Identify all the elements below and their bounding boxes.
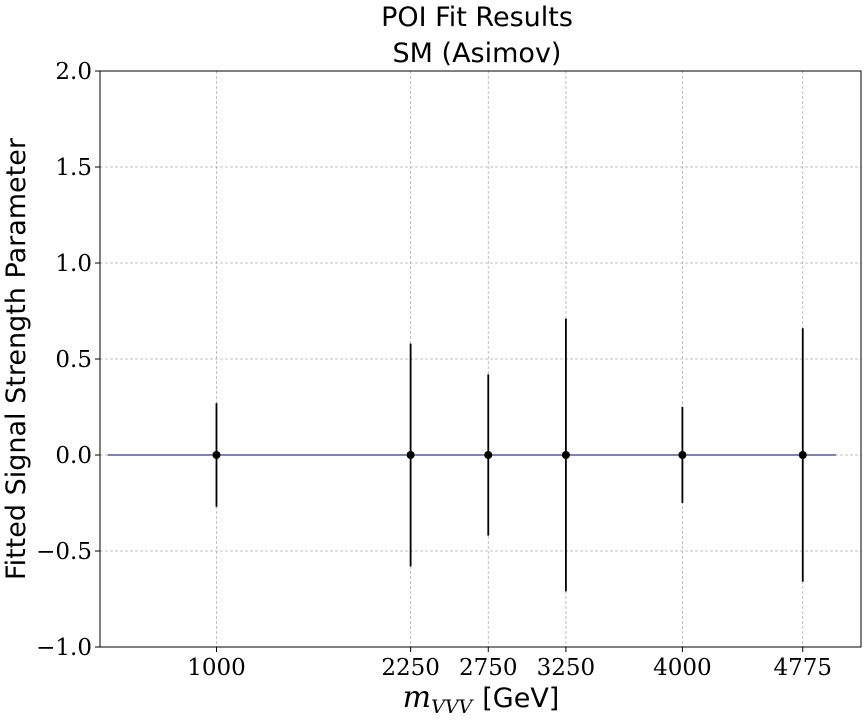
x-tick-label: 3250	[537, 655, 596, 681]
x-axis-label: mVVV [GeV]	[403, 680, 560, 718]
y-axis-label: Fitted Signal Strength Parameter	[1, 137, 32, 580]
x-axis-label-subscript: VVV	[431, 696, 474, 718]
x-tick-label: 2250	[381, 655, 440, 681]
y-tick-label: −0.5	[36, 539, 92, 565]
x-tick-label: 4775	[773, 655, 832, 681]
y-tick-label: 2.0	[55, 59, 92, 85]
data-point	[798, 451, 807, 459]
chart-title: POI Fit Results	[381, 2, 573, 33]
data-point	[406, 451, 415, 459]
x-tick-label: 4000	[653, 655, 712, 681]
data-point	[484, 451, 493, 459]
axis-ticks: 1000 2250 2750 3250 4000 4775 −1.0 −0.5 0.0 0.5 1.…	[36, 59, 832, 681]
x-tick-label: 1000	[187, 655, 246, 681]
data-point	[212, 451, 221, 459]
y-tick-label: 1.5	[55, 155, 92, 181]
y-tick-label: −1.0	[36, 635, 92, 661]
data-point	[561, 451, 570, 459]
data-point	[678, 451, 687, 459]
chart-subtitle: SM (Asimov)	[393, 38, 562, 69]
y-tick-label: 1.0	[55, 251, 92, 277]
x-tick-label: 2750	[459, 655, 518, 681]
y-tick-label: 0.0	[55, 443, 92, 469]
data-points	[212, 318, 807, 592]
x-axis-label-symbol: m	[403, 680, 431, 715]
y-tick-label: 0.5	[55, 347, 92, 373]
x-axis-label-unit: [GeV]	[482, 683, 559, 714]
grid-lines	[100, 70, 861, 648]
